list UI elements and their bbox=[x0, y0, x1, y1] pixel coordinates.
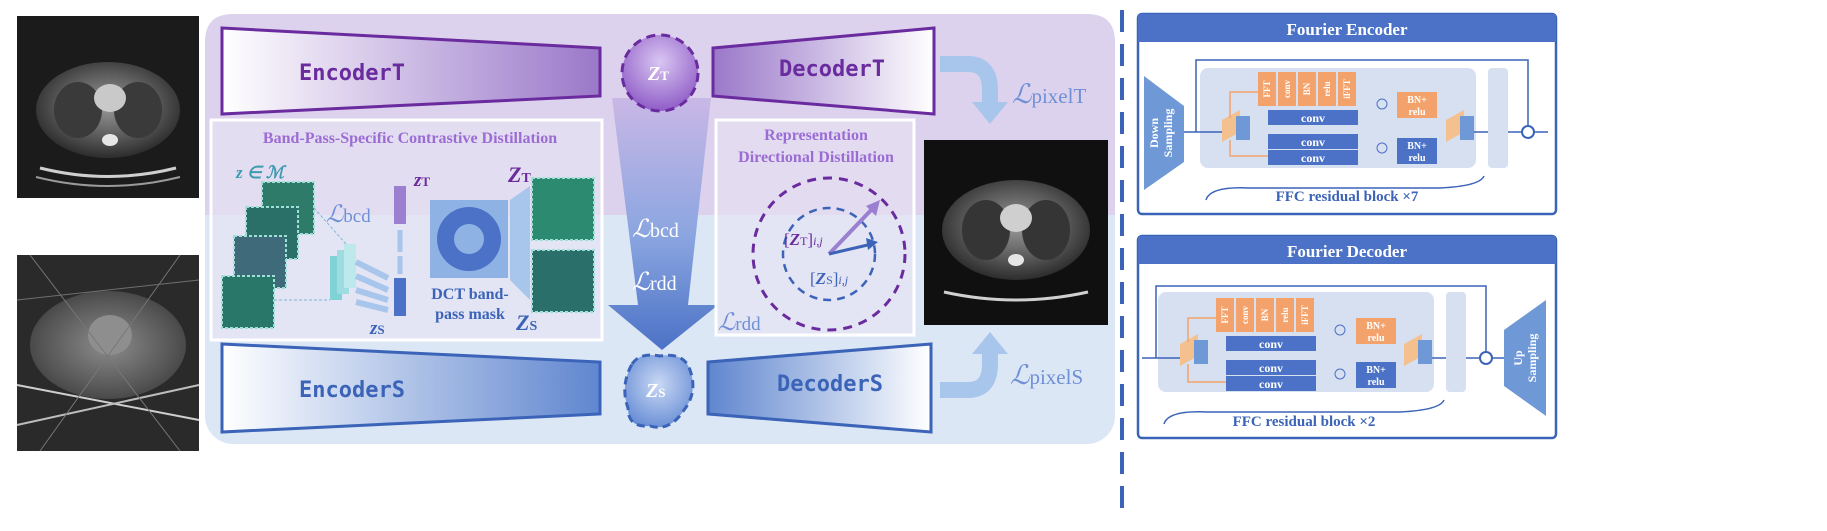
loss-rdd-panel: ℒrdd bbox=[718, 310, 761, 336]
dec-op-box-1 bbox=[1236, 298, 1254, 332]
up-sampling-block bbox=[1504, 300, 1546, 416]
loss-pixel-t: ℒpixelT bbox=[1012, 79, 1086, 109]
enc-bnrelu-1b: relu bbox=[1408, 107, 1425, 118]
encoder-s-block: EncoderS bbox=[220, 342, 602, 434]
decoder-t-block: DecoderT bbox=[711, 26, 936, 116]
dec-bnrelu-1a: BN+ bbox=[1366, 321, 1386, 332]
enc-op-box-2 bbox=[1298, 72, 1316, 106]
ct-image-sparse-view bbox=[16, 254, 200, 452]
fourier-encoder-residual: FFC residual block ×7 bbox=[1276, 189, 1419, 205]
enc-op-box-3 bbox=[1318, 72, 1336, 106]
z-s-small-label: zS bbox=[369, 318, 385, 339]
z-t-vector bbox=[394, 186, 406, 224]
enc-op-box-0 bbox=[1258, 72, 1276, 106]
big-z-s-label: ZS bbox=[515, 310, 537, 335]
down-sampling-line2: Sampling bbox=[1161, 109, 1175, 158]
dec-conv-2: conv bbox=[1259, 361, 1283, 375]
fourier-decoder-residual: FFC residual block ×2 bbox=[1233, 414, 1376, 430]
up-sampling-line2: Sampling bbox=[1525, 334, 1539, 383]
pixel-s-arrow bbox=[940, 332, 1008, 398]
loss-rdd-center: ℒrdd bbox=[632, 269, 677, 296]
rdd-outer-circle bbox=[751, 176, 907, 332]
svg-text:ZT: ZT bbox=[647, 63, 669, 85]
dec-op-box-4 bbox=[1296, 298, 1314, 332]
z-s-vector bbox=[394, 278, 406, 316]
contrastive-arrows bbox=[354, 259, 390, 313]
decoder-t-label: DecoderT bbox=[779, 57, 885, 82]
enc-op-label-4: iFFT bbox=[1342, 79, 1352, 99]
z-t-direction bbox=[827, 204, 877, 256]
loss-bcd-center: ℒbcd bbox=[632, 216, 679, 243]
dec-conv-1: conv bbox=[1259, 337, 1283, 351]
dct-label-line2: pass mask bbox=[435, 306, 505, 323]
fourier-encoder-title: Fourier Encoder bbox=[1286, 20, 1407, 39]
rdd-inner-circle bbox=[781, 206, 877, 302]
rdd-title-line2: Directional Distillation bbox=[738, 149, 894, 166]
mask-projection bbox=[510, 186, 530, 300]
enc-op-label-1: conv bbox=[1282, 80, 1292, 99]
zs-ij-label: [ZS]i,j bbox=[810, 269, 849, 288]
dec-op-box-3 bbox=[1276, 298, 1294, 332]
loss-bcd-panel: ℒbcd bbox=[326, 202, 371, 228]
dec-op-box-0 bbox=[1216, 298, 1234, 332]
decoder-s-block: DecoderS bbox=[706, 342, 933, 434]
dec-conv-3: conv bbox=[1259, 377, 1283, 391]
big-z-t-label: ZT bbox=[507, 162, 531, 187]
latent-z-s: ZS bbox=[623, 353, 695, 429]
distillation-arrow bbox=[608, 98, 718, 350]
svg-text:ZS: ZS bbox=[645, 380, 665, 402]
fourier-encoder-panel: Fourier Encoder Down Sampling FFT conv BN r… bbox=[1136, 12, 1558, 216]
enc-op-label-2: BN bbox=[1302, 82, 1312, 95]
z-s-direction bbox=[828, 242, 873, 256]
enc-bnrelu-2b: relu bbox=[1408, 153, 1425, 164]
up-sampling-line1: Up bbox=[1511, 350, 1525, 366]
encoder-s-label: EncoderS bbox=[299, 378, 405, 403]
rdd-panel bbox=[714, 118, 916, 337]
fourier-decoder-panel: Fourier Decoder FFT conv BN relu iFFT conv c… bbox=[1136, 234, 1558, 440]
rdd-title-line1: Representation bbox=[764, 127, 868, 144]
encoder-t-block: EncoderT bbox=[220, 26, 602, 116]
encoder-t-label: EncoderT bbox=[299, 61, 405, 86]
dec-op-label-2: BN bbox=[1260, 308, 1270, 321]
enc-op-box-4 bbox=[1338, 72, 1356, 106]
dec-bnrelu-1b: relu bbox=[1367, 333, 1384, 344]
zt-ij-label: [ZT]i,j bbox=[784, 230, 823, 249]
enc-bnrelu-2a: BN+ bbox=[1407, 141, 1427, 152]
feature-map-stack bbox=[221, 181, 315, 329]
enc-op-label-0: FFT bbox=[1262, 81, 1272, 98]
latent-z-t: ZT bbox=[620, 33, 700, 113]
dec-op-label-0: FFT bbox=[1220, 307, 1230, 324]
dec-op-box-2 bbox=[1256, 298, 1274, 332]
bcd-panel-title: Band-Pass-Specific Contrastive Distillat… bbox=[263, 130, 557, 147]
down-sampling-line1: Down bbox=[1147, 118, 1161, 148]
ct-image-output bbox=[924, 140, 1108, 325]
dec-op-label-1: conv bbox=[1240, 306, 1250, 325]
masked-feature-t bbox=[531, 177, 595, 241]
decoder-s-label: DecoderS bbox=[777, 372, 883, 397]
pixel-t-arrow bbox=[940, 56, 1008, 124]
enc-conv-1: conv bbox=[1301, 111, 1325, 125]
enc-conv-2: conv bbox=[1301, 135, 1325, 149]
dec-bnrelu-2a: BN+ bbox=[1366, 365, 1386, 376]
dec-bnrelu-2b: relu bbox=[1367, 377, 1384, 388]
ct-image-normal-dose bbox=[17, 16, 199, 198]
fourier-decoder-title: Fourier Decoder bbox=[1287, 242, 1408, 261]
enc-op-label-3: relu bbox=[1322, 81, 1332, 96]
masked-feature-s bbox=[531, 249, 595, 313]
enc-conv-3: conv bbox=[1301, 151, 1325, 165]
enc-op-box-1 bbox=[1278, 72, 1296, 106]
z-in-m-label: z ∈ ℳ bbox=[235, 163, 287, 182]
dec-op-label-4: iFFT bbox=[1300, 305, 1310, 325]
dct-band-pass-mask bbox=[430, 200, 508, 278]
projection-head bbox=[274, 207, 356, 301]
dec-op-label-3: relu bbox=[1280, 307, 1290, 322]
down-sampling-block bbox=[1144, 76, 1184, 190]
loss-pixel-s: ℒpixelS bbox=[1010, 360, 1083, 390]
enc-bnrelu-1a: BN+ bbox=[1407, 95, 1427, 106]
z-t-small-label: zT bbox=[413, 170, 430, 191]
dct-label-line1: DCT band- bbox=[431, 286, 509, 303]
